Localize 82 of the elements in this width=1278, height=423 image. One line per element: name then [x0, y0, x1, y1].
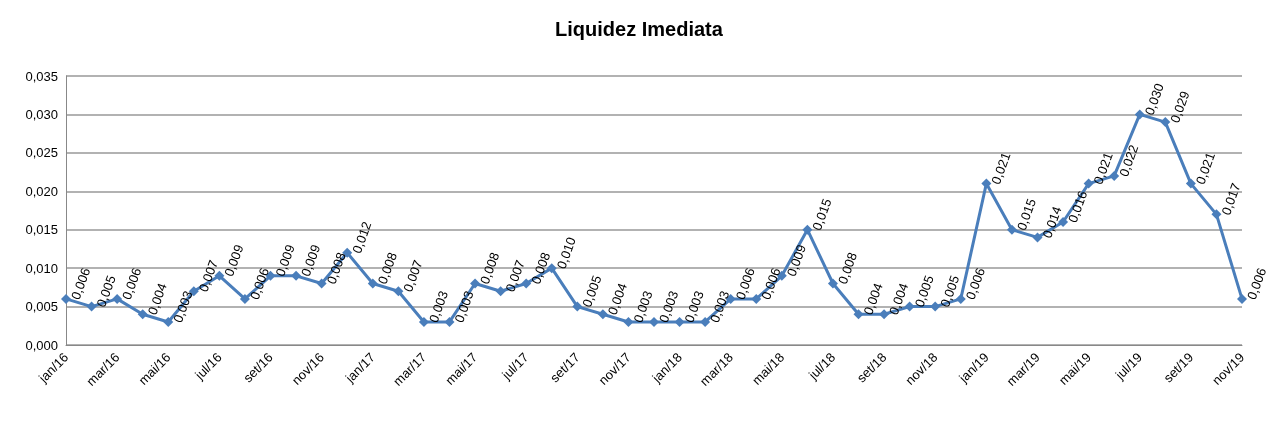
point: [1134, 109, 1145, 120]
data-label: 0,005: [579, 273, 605, 310]
y-tick-label: 0,010: [25, 260, 58, 276]
point: [597, 309, 608, 320]
point: [1006, 224, 1017, 235]
point: [367, 278, 378, 289]
point: [1160, 117, 1171, 128]
data-label: 0,003: [655, 288, 682, 325]
y-tick-label: 0,015: [25, 222, 58, 238]
data-label: 0,003: [425, 288, 452, 325]
data-label: 0,003: [451, 288, 477, 325]
point: [981, 178, 992, 189]
data-label: 0,010: [553, 234, 579, 271]
data-label: 0,003: [170, 288, 196, 325]
point: [623, 316, 634, 327]
point: [137, 309, 148, 320]
point: [802, 224, 813, 235]
y-tick-label: 0,000: [25, 337, 58, 353]
data-label: 0,007: [195, 258, 221, 294]
point: [86, 301, 97, 312]
data-label: 0,015: [1013, 196, 1040, 233]
point: [495, 286, 506, 297]
data-label: 0,003: [707, 288, 733, 325]
data-label: 0,021: [1192, 150, 1219, 187]
point: [853, 309, 864, 320]
y-tick-label: 0,030: [25, 106, 58, 122]
data-label: 0,009: [221, 242, 247, 279]
point: [470, 278, 481, 289]
data-label: 0,006: [732, 265, 758, 302]
data-label: 0,007: [400, 258, 426, 294]
data-label: 0,014: [1039, 204, 1065, 240]
data-label: 0,009: [272, 242, 298, 279]
chart-title: Liquidez Imediata: [555, 18, 724, 40]
data-label: 0,004: [604, 281, 631, 317]
point: [827, 278, 838, 289]
data-label: 0,005: [937, 273, 963, 310]
point: [316, 278, 327, 289]
data-label: 0,029: [1167, 88, 1193, 125]
data-label: 0,006: [67, 265, 94, 302]
point: [163, 316, 174, 327]
data-label: 0,006: [1243, 265, 1270, 302]
data-label: 0,008: [477, 250, 503, 287]
data-label: 0,006: [119, 265, 145, 302]
y-tick-label: 0,035: [25, 68, 58, 84]
point: [1211, 209, 1222, 220]
data-label: 0,005: [911, 273, 937, 310]
y-tick-label: 0,025: [25, 145, 58, 161]
data-label: 0,030: [1141, 81, 1167, 117]
data-label: 0,007: [502, 258, 528, 294]
data-label: 0,008: [834, 250, 861, 287]
y-tick-label: 0,005: [25, 299, 58, 315]
data-label: 0,022: [1116, 142, 1142, 179]
point: [393, 286, 404, 297]
point: [239, 293, 250, 304]
data-label: 0,021: [1090, 150, 1116, 187]
point: [418, 316, 429, 327]
data-label: 0,008: [528, 250, 554, 287]
data-label: 0,016: [1065, 188, 1091, 225]
point: [1032, 232, 1043, 243]
data-label: 0,017: [1218, 181, 1244, 217]
data-label: 0,006: [246, 265, 273, 302]
data-label: 0,008: [323, 250, 349, 287]
data-label: 0,021: [988, 150, 1014, 187]
point: [61, 293, 71, 304]
data-label: 0,004: [886, 281, 912, 317]
y-tick-label: 0,020: [25, 183, 58, 199]
data-label: 0,015: [809, 196, 835, 233]
data-label: 0,008: [374, 250, 400, 287]
point: [1083, 178, 1094, 189]
data-label: 0,005: [93, 273, 119, 310]
point: [572, 301, 583, 312]
point: [1185, 178, 1196, 189]
data-label: 0,009: [783, 242, 809, 279]
data-label: 0,012: [349, 219, 375, 256]
point: [1237, 293, 1247, 304]
data-label: 0,004: [860, 281, 886, 317]
data-label: 0,003: [630, 288, 656, 325]
data-label: 0,006: [962, 265, 988, 302]
data-label: 0,004: [144, 281, 170, 317]
data-label: 0,009: [298, 242, 324, 279]
data-label: 0,003: [681, 288, 707, 325]
data-label: 0,006: [758, 265, 784, 302]
